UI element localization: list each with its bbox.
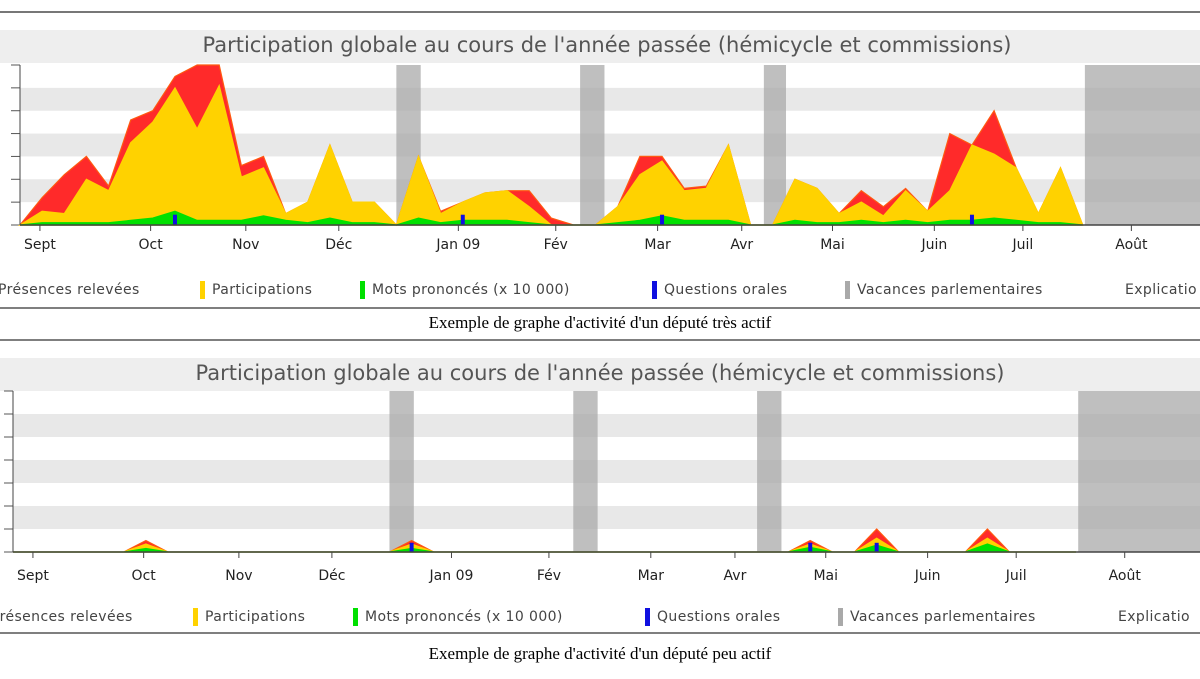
chart-title: Participation globale au cours de l'anné… — [203, 33, 1012, 57]
x-tick-label: Juil — [1011, 237, 1033, 253]
x-tick-label: Mai — [813, 568, 838, 584]
legend-swatch — [838, 608, 843, 626]
x-tick-label: Jan 09 — [435, 237, 480, 253]
question-bar — [409, 542, 414, 552]
legend-label: Participations — [212, 282, 312, 298]
legend-label: Présences relevées — [0, 282, 140, 298]
legend-swatch — [193, 608, 198, 626]
legend-label: Mots prononcés (x 10 000) — [372, 282, 570, 298]
x-tick-label: Sept — [17, 568, 49, 584]
caption: Exemple de graphe d'activité d'un député… — [429, 644, 772, 663]
vacation-band — [1078, 391, 1200, 552]
vacation-band — [757, 391, 782, 552]
question-bar — [660, 214, 665, 225]
question-bar — [874, 542, 879, 552]
legend-swatch — [652, 281, 657, 299]
legend-link[interactable]: Explicatio — [1118, 609, 1190, 625]
vacation-band — [573, 391, 598, 552]
x-tick-label: Oct — [132, 568, 157, 584]
x-tick-label: Août — [1109, 568, 1142, 584]
grid-band — [20, 133, 1200, 157]
question-bar — [808, 542, 813, 552]
legend-link[interactable]: Explicatio — [1125, 282, 1197, 298]
legend-label: Mots prononcés (x 10 000) — [365, 609, 563, 625]
x-tick-label: Jan 09 — [429, 568, 474, 584]
chart: Participation globale au cours de l'anné… — [0, 358, 1200, 663]
x-tick-label: Avr — [730, 237, 753, 253]
x-tick-label: Oct — [139, 237, 164, 253]
x-tick-label: Nov — [232, 237, 259, 253]
area — [13, 543, 1076, 553]
grid-band — [13, 460, 1200, 483]
grid-band — [13, 414, 1200, 437]
x-tick-label: Juin — [914, 568, 941, 584]
legend-label: Questions orales — [657, 609, 780, 625]
legend-swatch — [845, 281, 850, 299]
x-tick-label: Fév — [537, 568, 561, 584]
question-bar — [460, 214, 465, 225]
x-tick-label: Mar — [638, 568, 665, 584]
x-tick-label: Mai — [820, 237, 845, 253]
x-tick-label: Mar — [644, 237, 671, 253]
x-tick-label: Déc — [318, 568, 345, 584]
vacation-band — [1084, 65, 1200, 225]
vacation-band — [389, 391, 414, 552]
x-tick-label: Fév — [544, 237, 568, 253]
area — [13, 537, 1076, 553]
legend-label: Questions orales — [664, 282, 787, 298]
x-tick-label: Août — [1115, 237, 1148, 253]
x-tick-label: Juin — [920, 237, 947, 253]
area — [13, 528, 1076, 553]
x-tick-label: Juil — [1005, 568, 1027, 584]
chart-title: Participation globale au cours de l'anné… — [196, 361, 1005, 385]
legend-swatch — [645, 608, 650, 626]
legend-swatch — [360, 281, 365, 299]
question-bar — [172, 214, 177, 225]
x-tick-label: Nov — [225, 568, 252, 584]
grid-band — [13, 506, 1200, 529]
chart: Participation globale au cours de l'anné… — [0, 30, 1200, 341]
legend-label: Présences relevées — [0, 609, 133, 625]
x-tick-label: Avr — [724, 568, 747, 584]
legend-swatch — [353, 608, 358, 626]
caption: Exemple de graphe d'activité d'un député… — [429, 313, 772, 332]
grid-band — [20, 87, 1200, 111]
vacation-band — [763, 65, 787, 225]
x-tick-label: Déc — [325, 237, 352, 253]
legend-label: Vacances parlementaires — [850, 609, 1036, 625]
legend-label: Participations — [205, 609, 305, 625]
x-tick-label: Sept — [24, 237, 56, 253]
question-bar — [969, 214, 974, 225]
legend-swatch — [200, 281, 205, 299]
title-band — [0, 358, 1200, 391]
title-band — [0, 30, 1200, 63]
legend-label: Vacances parlementaires — [857, 282, 1043, 298]
vacation-band — [580, 65, 605, 225]
